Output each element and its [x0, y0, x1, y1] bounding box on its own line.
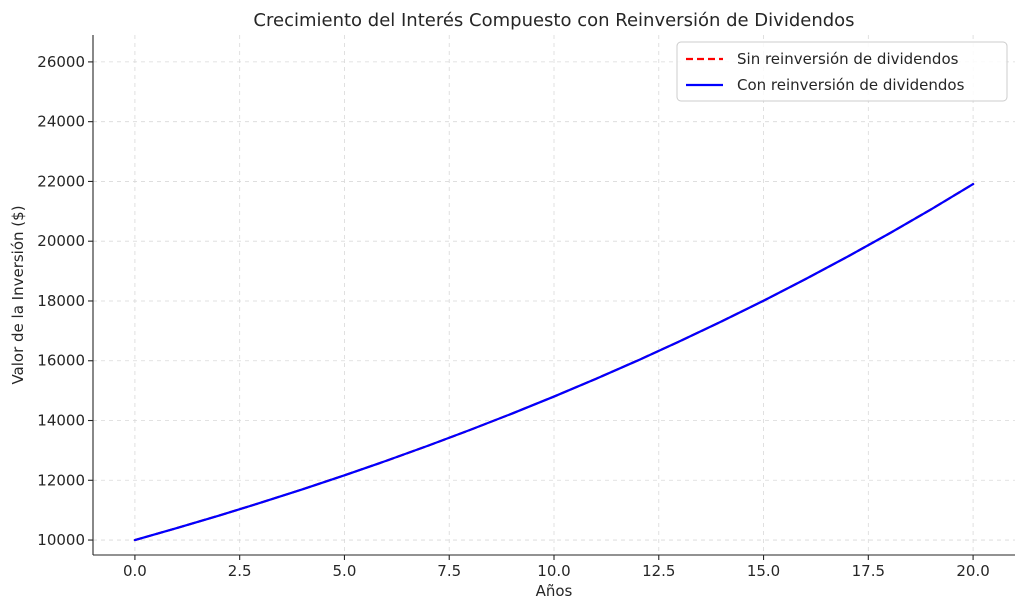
y-tick-label: 10000	[37, 531, 85, 549]
legend-box	[676, 41, 1008, 102]
legend-label-sin-reinversion: Sin reinversión de dividendos	[737, 50, 959, 68]
y-tick-label: 20000	[37, 232, 85, 250]
x-ticks: 0.0 2.5 5.0 7.5 10.0 12.5 15.0 17.5 20.0	[123, 555, 990, 580]
x-tick-label: 5.0	[333, 562, 357, 580]
y-tick-label: 12000	[37, 471, 85, 489]
x-tick-label: 2.5	[228, 562, 252, 580]
series-layer	[133, 183, 975, 542]
legend-label-con-reinversion: Con reinversión de dividendos	[737, 76, 965, 94]
y-tick-label: 24000	[37, 113, 85, 131]
series-line-con-reinversion	[133, 183, 975, 542]
x-tick-label: 10.0	[537, 562, 570, 580]
x-tick-label: 20.0	[956, 562, 989, 580]
x-tick-label: 17.5	[852, 562, 885, 580]
x-tick-label: 15.0	[747, 562, 780, 580]
y-tick-label: 16000	[37, 352, 85, 370]
chart-title: Crecimiento del Interés Compuesto con Re…	[253, 10, 854, 31]
y-ticks: 10000 12000 14000 16000 18000 20000 22000 24000…	[37, 53, 93, 549]
x-tick-label: 0.0	[123, 562, 147, 580]
y-tick-label: 14000	[37, 412, 85, 430]
y-tick-label: 18000	[37, 292, 85, 310]
x-tick-label: 12.5	[642, 562, 675, 580]
y-tick-label: 22000	[37, 172, 85, 190]
x-axis-label: Años	[536, 582, 573, 600]
y-tick-label: 26000	[37, 53, 85, 71]
y-axis-label: Valor de la Inversión ($)	[9, 205, 27, 384]
legend: Sin reinversión de dividendos Con reinve…	[676, 41, 1008, 102]
x-tick-label: 7.5	[437, 562, 461, 580]
grid-layer	[93, 35, 1015, 555]
